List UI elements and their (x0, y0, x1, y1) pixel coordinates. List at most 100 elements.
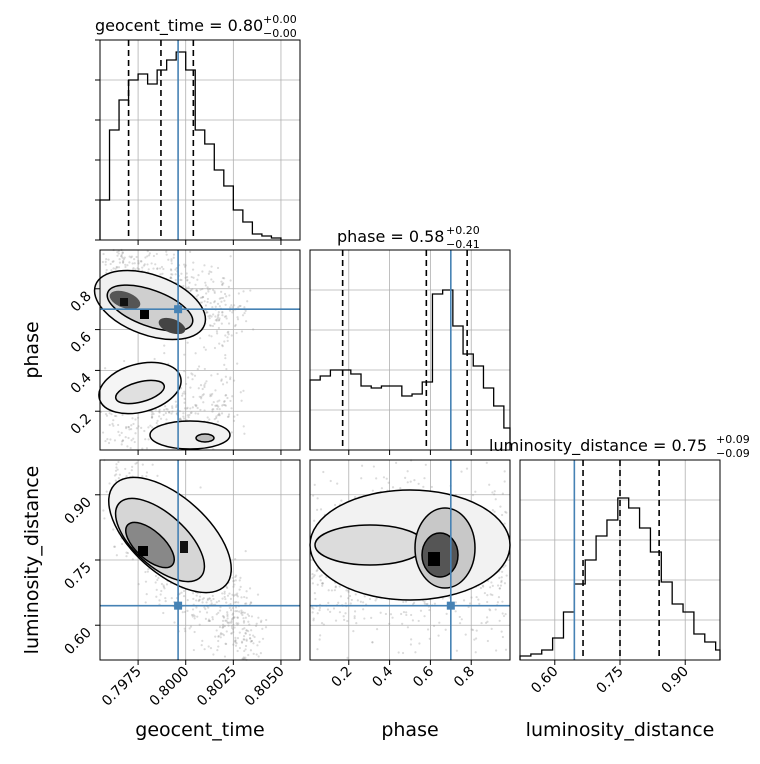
sample-point (501, 635, 504, 639)
sample-point (104, 263, 107, 266)
luminosity-distance-vs-geocent-time-panel: 0.7975 0.8000 0.8025 0.8050 0.60 0.75 0.90 (61, 459, 301, 709)
sample-point (224, 357, 227, 360)
sample-point (322, 623, 325, 626)
sample-point (210, 374, 213, 377)
sample-point (203, 648, 206, 651)
sample-point (223, 292, 227, 296)
sample-point (170, 258, 173, 261)
sample-point (226, 336, 229, 339)
sample-point (231, 395, 234, 398)
sample-point (201, 598, 204, 601)
sample-point (399, 487, 402, 490)
sample-point (502, 614, 506, 618)
sample-point (196, 615, 199, 618)
sample-point (425, 603, 428, 606)
sample-point (210, 602, 213, 605)
sample-point (175, 412, 178, 416)
sample-point (387, 481, 390, 484)
sample-point (253, 635, 256, 639)
sample-point (241, 314, 245, 317)
sample-point (156, 474, 159, 477)
sample-point (109, 438, 112, 441)
sample-point (337, 601, 340, 604)
sample-point (223, 400, 226, 403)
sample-point (208, 317, 211, 320)
sample-point (192, 648, 195, 652)
sample-point (207, 290, 210, 293)
sample-point (115, 414, 118, 418)
sample-point (202, 401, 205, 404)
sample-point (242, 617, 245, 620)
sample-point (242, 656, 245, 659)
sample-point (224, 315, 228, 318)
sample-point (239, 304, 242, 308)
sample-point (201, 296, 204, 299)
sample-point (125, 551, 128, 554)
sample-point (257, 616, 260, 619)
sample-point (183, 390, 186, 393)
sample-point (162, 584, 165, 587)
sample-point (223, 655, 227, 658)
sample-point (231, 612, 235, 615)
sample-point (347, 597, 350, 600)
sample-point (428, 608, 431, 612)
sample-point (243, 638, 246, 641)
sample-point (422, 485, 425, 488)
sample-point (135, 427, 138, 430)
sample-point (321, 582, 325, 585)
xlabel-geocent-time: geocent_time (135, 719, 264, 741)
sample-point (223, 299, 226, 302)
sample-point (244, 602, 247, 605)
sample-point (496, 584, 500, 587)
sample-point (114, 267, 117, 270)
sample-point (326, 608, 330, 611)
sample-point (455, 649, 459, 652)
sample-point (227, 322, 231, 325)
sample-point (207, 315, 210, 318)
sample-point (183, 370, 186, 373)
sample-point (213, 291, 216, 295)
sample-point (438, 621, 441, 624)
sample-point (316, 497, 319, 500)
sample-point (240, 611, 243, 614)
sample-point (195, 289, 198, 292)
sample-point (345, 589, 348, 592)
sample-point (137, 261, 140, 264)
sample-point (107, 258, 110, 261)
sample-point (123, 359, 126, 363)
sample-point (174, 273, 177, 276)
sample-point (171, 410, 174, 413)
sample-point (215, 330, 219, 333)
sample-point (207, 618, 211, 621)
sample-point (363, 617, 366, 620)
sample-point (118, 261, 122, 264)
sample-point (140, 426, 143, 429)
sample-point (131, 417, 134, 420)
sample-point (222, 403, 225, 406)
sample-point (216, 404, 219, 407)
sample-point (187, 286, 190, 289)
sample-point (122, 258, 126, 261)
sample-point (145, 475, 148, 478)
sample-point (195, 606, 198, 609)
sample-point (496, 601, 499, 604)
sample-point (428, 637, 431, 640)
sample-point (232, 585, 235, 588)
sample-point (498, 576, 501, 579)
sample-point (182, 415, 185, 418)
sample-point (245, 602, 248, 605)
sample-point (164, 597, 167, 600)
sample-point (233, 379, 236, 382)
sample-point (117, 266, 121, 269)
x-tick-label: 0.90 (659, 664, 692, 697)
sample-point (314, 597, 317, 601)
sample-point (137, 583, 140, 586)
sample-point (258, 640, 261, 643)
sample-point (329, 479, 332, 483)
sample-point (206, 288, 210, 291)
sample-point (204, 284, 207, 287)
sample-point (213, 290, 216, 293)
sample-point (150, 262, 153, 265)
sample-point (121, 260, 125, 264)
sample-point (149, 424, 152, 427)
